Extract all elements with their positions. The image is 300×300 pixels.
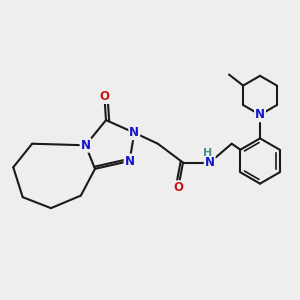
Text: N: N bbox=[81, 139, 91, 152]
Text: N: N bbox=[129, 126, 139, 139]
Text: N: N bbox=[205, 156, 215, 169]
Text: O: O bbox=[99, 90, 110, 103]
Text: O: O bbox=[173, 181, 183, 194]
Text: H: H bbox=[202, 148, 212, 158]
Text: N: N bbox=[124, 154, 135, 167]
Text: N: N bbox=[255, 108, 265, 121]
